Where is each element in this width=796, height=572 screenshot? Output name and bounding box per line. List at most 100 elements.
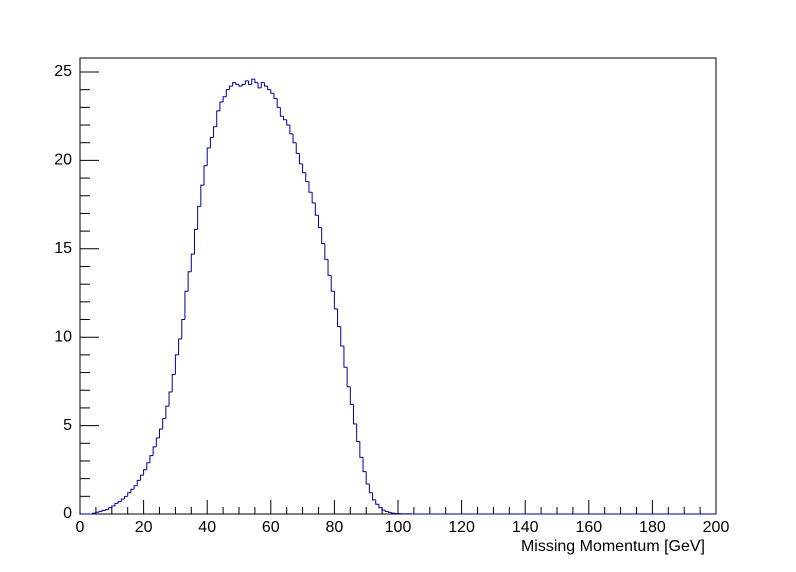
histogram-bin [235,82,239,85]
histogram-bin [267,86,271,91]
x-tick-label: 80 [326,519,344,536]
histogram-bin [273,93,278,100]
histogram-bin [372,492,376,501]
histogram-bin [311,192,316,204]
histogram-bin [286,119,290,126]
x-tick-label: 20 [135,519,153,536]
histogram-bin [216,110,220,127]
histogram-bin [305,172,309,183]
y-tick-label: 5 [63,417,72,434]
histogram-bin [159,428,163,438]
histogram-bin [111,505,115,508]
histogram-bin [251,78,255,85]
histogram-bin [384,510,389,513]
histogram-bin [375,499,379,505]
histogram-bin [187,271,192,292]
histogram-bin [298,153,303,165]
histogram-bin [381,507,386,511]
histogram-bin [318,215,322,229]
histogram-bin [276,98,281,108]
histogram-bin [324,243,329,260]
histogram-bin [92,512,96,514]
histogram-bin [270,89,274,94]
histogram-bin [333,291,338,310]
histogram-bin [146,462,150,470]
histogram-bin [206,147,211,166]
histogram-bin [209,136,214,149]
histogram-bin [108,507,112,510]
y-tick-label: 25 [54,63,72,80]
x-tick-label: 160 [575,519,602,536]
histogram-bin [127,492,131,497]
histogram-bin [203,165,208,186]
histogram-bin [263,82,268,87]
histogram-bin [330,275,335,292]
histogram-bin [143,469,147,476]
histogram-bin [238,84,243,87]
histogram-bin [181,319,185,339]
x-axis-label: Missing Momentum [GeV] [521,538,705,555]
histogram-bin [190,253,195,272]
x-tick-label: 100 [385,519,412,536]
histogram-bin [378,504,383,509]
histogram-bin [279,107,284,117]
histogram-bin [346,367,351,388]
histogram-bin [321,227,325,244]
histogram-bin [155,437,160,447]
histogram-bin [283,116,287,121]
histogram-bin [260,82,265,88]
y-tick-label: 20 [54,152,72,169]
histogram-bin [292,133,297,144]
histogram-bin [232,82,236,87]
histogram-bin [193,228,198,255]
x-tick-label: 120 [448,519,475,536]
x-tick-label: 200 [703,519,730,536]
y-tick-label: 15 [54,240,72,257]
histogram-bin [365,471,370,485]
histogram-bin [219,101,224,111]
histogram-bin [165,405,170,419]
x-tick-label: 60 [262,519,280,536]
histogram-bin [200,184,205,207]
histogram-bin [308,181,313,193]
histogram-bin [98,510,103,513]
histogram-bin [178,338,182,355]
histogram-bin [149,455,154,463]
x-tick-label: 0 [76,519,85,536]
histogram-bin [244,80,249,85]
histogram-bin [248,80,252,85]
histogram-bin [349,386,354,405]
histogram-bin [101,509,106,512]
histogram-bin [120,498,125,502]
histogram-bin [359,441,364,458]
histogram-bin [197,205,201,230]
histogram-bin [168,391,173,407]
y-tick-label: 10 [54,328,72,345]
histogram-bin [124,495,128,499]
histogram-bin [387,511,392,513]
histogram-bin [152,446,157,456]
histogram-bin [314,202,319,216]
histogram-bin [228,85,233,90]
histogram-bin [295,142,300,154]
histogram-bin [139,474,144,481]
x-tick-label: 180 [639,519,666,536]
histogram-bin [133,485,138,490]
histogram-bin [162,418,166,430]
histogram-bin [362,457,367,473]
histogram-bin [368,483,373,494]
histogram-bin [257,82,262,89]
y-tick-label: 0 [63,505,72,522]
histogram-bin [184,290,189,320]
histogram-bin [174,354,179,375]
histogram-bin [302,163,306,174]
histogram-bin [171,373,176,393]
histogram-bin [289,125,294,135]
histogram-bin [241,83,246,87]
histogram-bin [352,404,357,425]
histogram-bin [225,89,230,97]
histogram-bin [337,308,341,328]
histogram-bin [340,326,344,347]
histogram-bin [343,346,348,368]
